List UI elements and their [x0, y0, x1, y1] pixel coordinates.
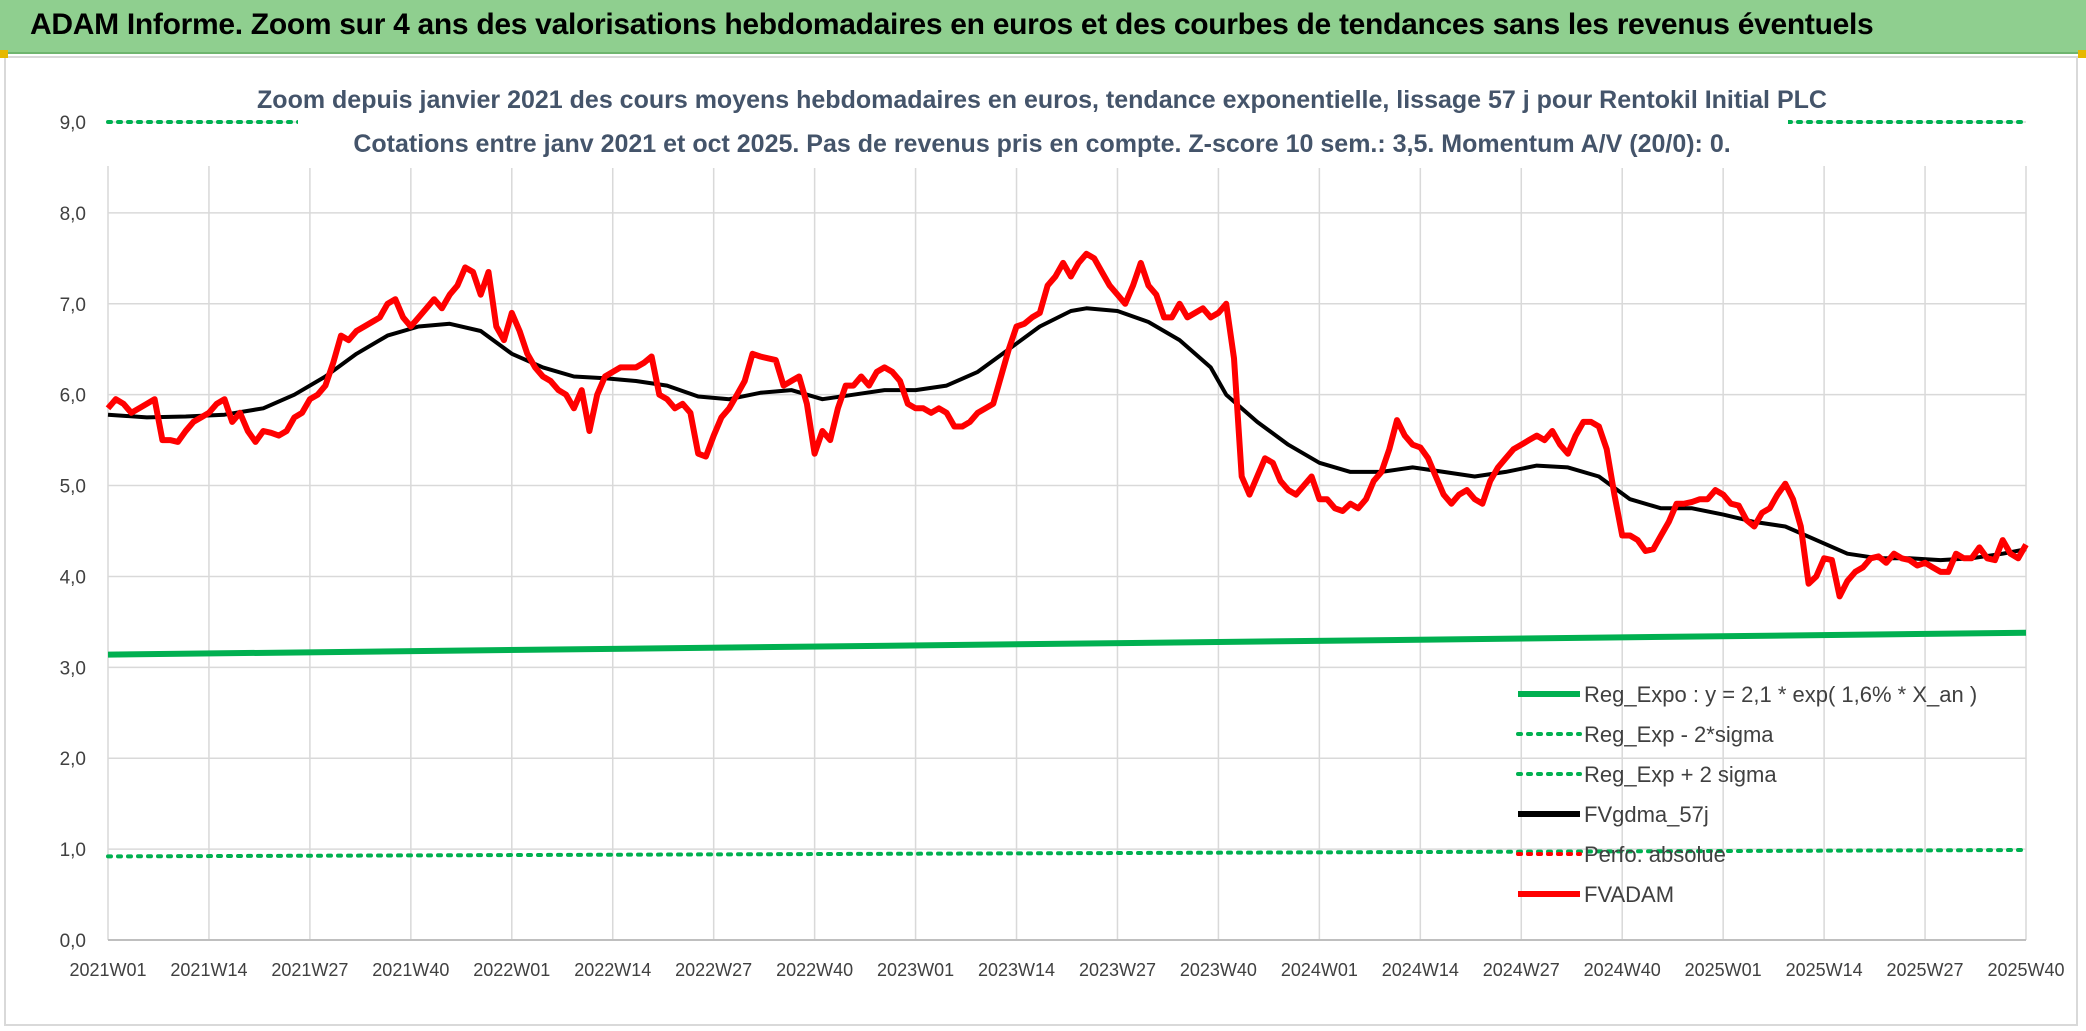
y-axis: 0,0 1,0 2,0 3,0 4,0 5,0 6,0 7,0 8,0 9,0 [60, 113, 2026, 952]
y-tick-label: 8,0 [60, 204, 86, 225]
x-tick-label: 2023W01 [877, 960, 954, 980]
legend: Reg_Expo : y = 2,1 * exp( 1,6% * X_an ) R… [1516, 682, 1977, 907]
x-tick-label: 2024W14 [1382, 960, 1459, 980]
x-tick-label: 2025W01 [1685, 960, 1762, 980]
report-title: ADAM Informe. Zoom sur 4 ans des valoris… [30, 8, 1874, 41]
legend-label-reg_minus: Reg_Exp - 2*sigma [1584, 722, 1774, 747]
series-line-fvadam [105, 250, 2029, 600]
y-tick-label: 0,0 [60, 931, 86, 952]
legend-label-reg_plus: Reg_Exp + 2 sigma [1584, 762, 1777, 787]
y-tick-label: 5,0 [60, 477, 86, 498]
x-tick-label: 2022W27 [675, 960, 752, 980]
y-tick-label: 7,0 [60, 295, 86, 316]
gridlines [107, 121, 2027, 941]
report-banner: ADAM Informe. Zoom sur 4 ans des valoris… [0, 0, 2086, 54]
y-tick-label: 2,0 [60, 749, 86, 770]
x-tick-label: 2023W27 [1079, 960, 1156, 980]
x-tick-label: 2024W01 [1281, 960, 1358, 980]
legend-label-fvadam: FVADAM [1584, 882, 1674, 907]
y-tick-label: 4,0 [60, 567, 86, 588]
y-tick-label: 9,0 [60, 113, 86, 134]
chart-subtitle: Cotations entre janv 2021 et oct 2025. P… [353, 130, 1730, 158]
corner-marker-right [2078, 50, 2086, 58]
title-background [298, 76, 1788, 168]
x-tick-label: 2025W14 [1786, 960, 1863, 980]
x-tick-label: 2025W40 [1987, 960, 2064, 980]
y-tick-label: 3,0 [60, 658, 86, 679]
legend-label-fvgdma: FVgdma_57j [1584, 802, 1709, 827]
legend-label-reg_expo: Reg_Expo : y = 2,1 * exp( 1,6% * X_an ) [1584, 682, 1977, 707]
corner-marker-left [0, 50, 8, 58]
x-tick-label: 2021W14 [170, 960, 247, 980]
x-tick-label: 2021W27 [271, 960, 348, 980]
x-tick-label: 2021W40 [372, 960, 449, 980]
x-tick-label: 2022W14 [574, 960, 651, 980]
chart-title: Zoom depuis janvier 2021 des cours moyen… [257, 86, 1827, 114]
x-tick-label: 2025W27 [1887, 960, 1964, 980]
x-axis: 2021W01 2021W14 2021W27 2021W40 2022W01 2022W… [69, 960, 2064, 980]
series-line-reg_minus [106, 848, 2028, 859]
x-tick-label: 2022W01 [473, 960, 550, 980]
x-tick-label: 2024W40 [1584, 960, 1661, 980]
x-tick-label: 2022W40 [776, 960, 853, 980]
x-tick-label: 2023W40 [1180, 960, 1257, 980]
chart-frame [4, 56, 2078, 1026]
series-line-reg_expo [107, 629, 2027, 658]
y-tick-label: 6,0 [60, 386, 86, 407]
series-line-fvgdma [107, 306, 2027, 563]
y-tick-label: 1,0 [60, 840, 86, 861]
x-tick-label: 2021W01 [69, 960, 146, 980]
legend-label-perfo: Perfo. absolue [1584, 842, 1726, 867]
x-tick-label: 2024W27 [1483, 960, 1560, 980]
x-tick-label: 2023W14 [978, 960, 1055, 980]
